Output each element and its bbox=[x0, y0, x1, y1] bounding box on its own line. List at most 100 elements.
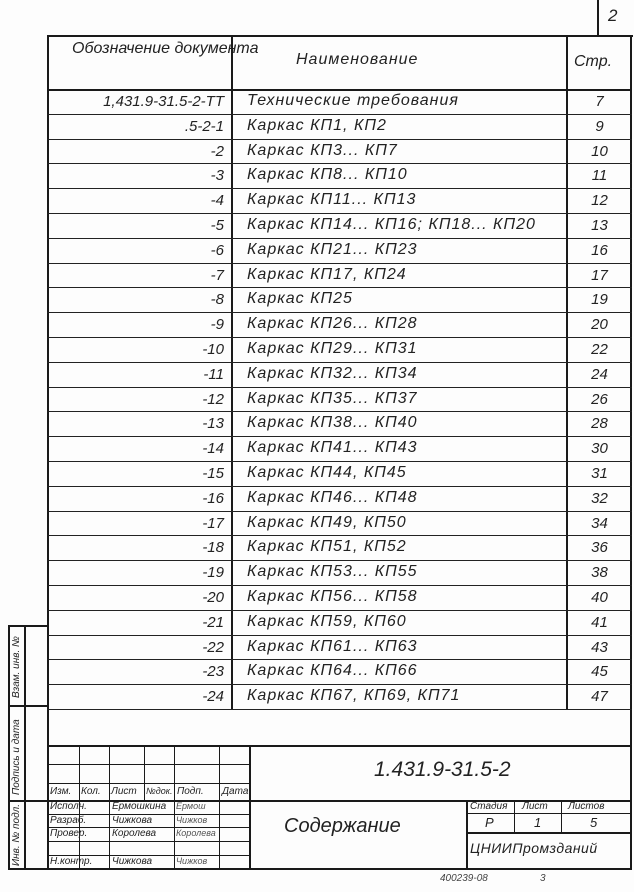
document-title: Содержание bbox=[284, 815, 401, 837]
row-page: 34 bbox=[591, 514, 608, 532]
table-row: -14 Каркас КП41... КП43 30 bbox=[47, 437, 632, 462]
table-row: -7 Каркас КП17, КП24 17 bbox=[47, 264, 632, 289]
row-designation: -23 bbox=[202, 663, 224, 681]
row-designation: -16 bbox=[202, 489, 224, 507]
stage-label: Стадия bbox=[470, 801, 508, 812]
row-designation: -7 bbox=[210, 266, 224, 284]
footer-number: 3 bbox=[540, 873, 546, 884]
sheets-value: 5 bbox=[590, 815, 598, 830]
row-designation: -9 bbox=[210, 316, 224, 334]
col-kol: Кол. bbox=[81, 786, 101, 797]
row-name: Каркас КП61... КП63 bbox=[247, 637, 418, 655]
row-name: Каркас КП67, КП69, КП71 bbox=[247, 687, 461, 705]
row-name: Каркас КП46... КП48 bbox=[247, 488, 418, 506]
role-signature: Чижков bbox=[176, 856, 208, 866]
row-page: 19 bbox=[591, 291, 608, 309]
row-name: Каркас КП64... КП66 bbox=[247, 662, 418, 680]
table-row: -5 Каркас КП14... КП16; КП18... КП20 13 bbox=[47, 214, 632, 239]
table-row: -19 Каркас КП53... КП55 38 bbox=[47, 561, 632, 586]
table-row: -21 Каркас КП59, КП60 41 bbox=[47, 611, 632, 636]
row-name: Каркас КП32... КП34 bbox=[247, 364, 418, 382]
row-name: Каркас КП26... КП28 bbox=[247, 315, 418, 333]
role-signature: Чижков bbox=[176, 815, 208, 825]
role-name: Ермошкина bbox=[112, 801, 167, 812]
table-row: -2 Каркас КП3... КП7 10 bbox=[47, 140, 632, 165]
role-label: Н.контр. bbox=[50, 856, 93, 867]
stage-value: Р bbox=[485, 815, 494, 830]
row-designation: -12 bbox=[202, 390, 224, 408]
row-page: 45 bbox=[591, 663, 608, 681]
table-row: -18 Каркас КП51, КП52 36 bbox=[47, 536, 632, 562]
role-signature: Королева bbox=[176, 828, 216, 838]
table-row: -12 Каркас КП35... КП37 26 bbox=[47, 388, 632, 413]
table-row: -15 Каркас КП44, КП45 31 bbox=[47, 462, 632, 487]
table-row: -3 Каркас КП8... КП10 11 bbox=[47, 164, 632, 190]
table-row: -4 Каркас КП11... КП13 12 bbox=[47, 189, 632, 214]
row-designation: 1,431.9-31.5-2-ТТ bbox=[103, 93, 224, 110]
row-name: Технические требования bbox=[247, 92, 459, 109]
row-page: 41 bbox=[591, 613, 608, 631]
row-name: Каркас КП44, КП45 bbox=[247, 464, 407, 481]
role-name: Чижкова bbox=[112, 856, 153, 867]
row-designation: -14 bbox=[202, 440, 224, 458]
row-name: Каркас КП35... КП37 bbox=[247, 389, 418, 407]
sheet-label: Лист bbox=[522, 801, 548, 812]
table-row: 1,431.9-31.5-2-ТТ Технические требования 7 bbox=[47, 90, 632, 115]
table-row: -13 Каркас КП38... КП40 28 bbox=[47, 412, 632, 438]
sign-date-label: Подпись и дата bbox=[11, 719, 22, 795]
row-name: Каркас КП3... КП7 bbox=[247, 141, 398, 159]
role-name: Чижкова bbox=[112, 815, 153, 826]
row-page: 17 bbox=[591, 266, 608, 284]
sheet-value: 1 bbox=[534, 815, 542, 830]
row-designation: -20 bbox=[202, 589, 224, 606]
row-designation: -10 bbox=[202, 341, 224, 358]
header-page: Стр. bbox=[574, 53, 613, 70]
header-name: Наименование bbox=[296, 51, 419, 68]
row-designation: -4 bbox=[210, 192, 224, 210]
row-name: Каркас КП14... КП16; КП18... КП20 bbox=[247, 216, 536, 233]
sheets-label: Листов bbox=[568, 801, 605, 812]
row-name: Каркас КП53... КП55 bbox=[247, 563, 418, 581]
col-list: Лист bbox=[111, 786, 137, 797]
col-podp: Подп. bbox=[177, 786, 204, 797]
table-row: -6 Каркас КП21... КП23 16 bbox=[47, 239, 632, 264]
row-page: 7 bbox=[595, 93, 604, 110]
row-designation: -19 bbox=[202, 564, 224, 582]
row-page: 30 bbox=[591, 440, 608, 458]
table-row: -9 Каркас КП26... КП28 20 bbox=[47, 313, 632, 338]
row-page: 26 bbox=[591, 390, 608, 408]
row-page: 11 bbox=[591, 167, 608, 185]
inv-orig-label: Инв. № подл. bbox=[11, 803, 22, 866]
col-ndoc: №док. bbox=[146, 786, 173, 796]
table-row: -10 Каркас КП29... КП31 22 bbox=[47, 338, 632, 363]
row-page: 20 bbox=[591, 316, 608, 334]
row-name: Каркас КП49, КП50 bbox=[247, 513, 407, 531]
row-designation: -2 bbox=[210, 142, 224, 160]
row-designation: -17 bbox=[202, 514, 224, 532]
header-designation: Обозначение документа bbox=[72, 40, 259, 57]
row-name: Каркас КП11... КП13 bbox=[247, 191, 417, 209]
row-name: Каркас КП21... КП23 bbox=[247, 240, 418, 258]
document-code: 1.431.9-31.5-2 bbox=[374, 758, 511, 781]
replace-inv-label: Взам. инв. № bbox=[11, 636, 22, 698]
row-designation: -6 bbox=[210, 241, 224, 259]
table-row: -20 Каркас КП56... КП58 40 bbox=[47, 586, 632, 611]
row-page: 22 bbox=[591, 341, 608, 358]
row-designation: -5 bbox=[210, 217, 224, 234]
row-designation: -3 bbox=[210, 167, 224, 185]
row-designation: -24 bbox=[202, 688, 224, 706]
table-row: -16 Каркас КП46... КП48 32 bbox=[47, 487, 632, 512]
row-name: Каркас КП38... КП40 bbox=[247, 414, 418, 432]
row-name: Каркас КП41... КП43 bbox=[247, 439, 418, 457]
row-page: 9 bbox=[595, 117, 604, 135]
table-row: -24 Каркас КП67, КП69, КП71 47 bbox=[47, 685, 632, 710]
row-name: Каркас КП56... КП58 bbox=[247, 588, 418, 605]
row-page: 31 bbox=[591, 465, 608, 482]
row-designation: .5-2-1 bbox=[184, 117, 224, 135]
row-page: 38 bbox=[591, 564, 608, 582]
role-label: Разраб. bbox=[50, 815, 87, 826]
row-name: Каркас КП25 bbox=[247, 290, 353, 308]
row-designation: -18 bbox=[202, 539, 224, 557]
table-row: .5-2-1 Каркас КП1, КП2 9 bbox=[47, 115, 632, 140]
